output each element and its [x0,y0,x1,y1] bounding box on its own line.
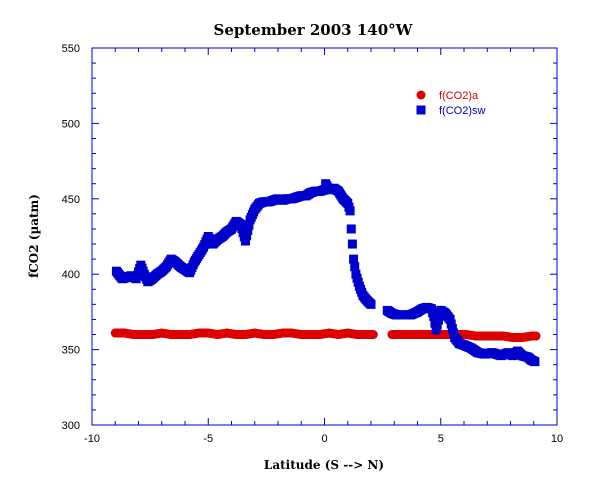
series-fco2a [110,328,541,343]
data-point-fco2sw [431,325,441,335]
data-point-fco2sw [242,231,252,241]
data-layer [110,179,541,367]
legend-marker-circle [416,90,426,100]
y-tick-label: 350 [62,345,80,357]
legend-label: f(CO2)sw [439,105,486,117]
data-point-fco2a [368,330,378,340]
legend-box [397,82,501,122]
data-point-fco2sw [449,328,459,338]
series-fco2sw [111,179,540,367]
x-tick-label: 10 [551,433,563,445]
axis-ticks: -10 -5 0 5 10 300 350 400 450 500 550 [62,43,563,445]
legend: f(CO2)a f(CO2)sw [397,82,501,122]
data-point-fco2sw [445,314,455,324]
data-point-fco2sw [244,220,254,230]
y-tick-label: 400 [62,269,80,281]
data-point-fco2sw [433,315,443,325]
data-point-fco2sw [347,239,357,249]
x-tick-label: 5 [438,433,444,445]
chart-title: September 2003 140°W [214,21,414,39]
data-point-fco2sw [240,236,250,246]
data-point-fco2sw [350,262,360,272]
y-tick-label: 500 [62,118,80,130]
x-tick-label: -5 [203,433,213,445]
data-point-fco2sw [346,224,356,234]
y-tick-label: 300 [62,420,80,432]
data-point-fco2sw [446,319,456,329]
y-axis-label: fCO2 (µatm) [27,194,41,278]
data-point-fco2sw [429,311,439,321]
data-point-fco2sw [243,225,253,235]
y-tick-label: 450 [62,194,80,206]
data-point-fco2a [531,331,541,341]
data-point-fco2sw [447,323,457,333]
x-axis-label: Latitude (S --> N) [264,458,384,472]
data-point-fco2sw [345,206,355,216]
legend-marker-square [416,105,426,115]
data-point-fco2sw [530,357,540,367]
data-point-fco2sw [432,320,442,330]
data-point-fco2sw [349,254,359,264]
legend-label: f(CO2)a [439,90,479,102]
x-tick-label: 0 [321,433,327,445]
data-point-fco2sw [366,299,376,309]
x-tick-label: -10 [84,433,100,445]
y-tick-label: 550 [62,43,80,55]
